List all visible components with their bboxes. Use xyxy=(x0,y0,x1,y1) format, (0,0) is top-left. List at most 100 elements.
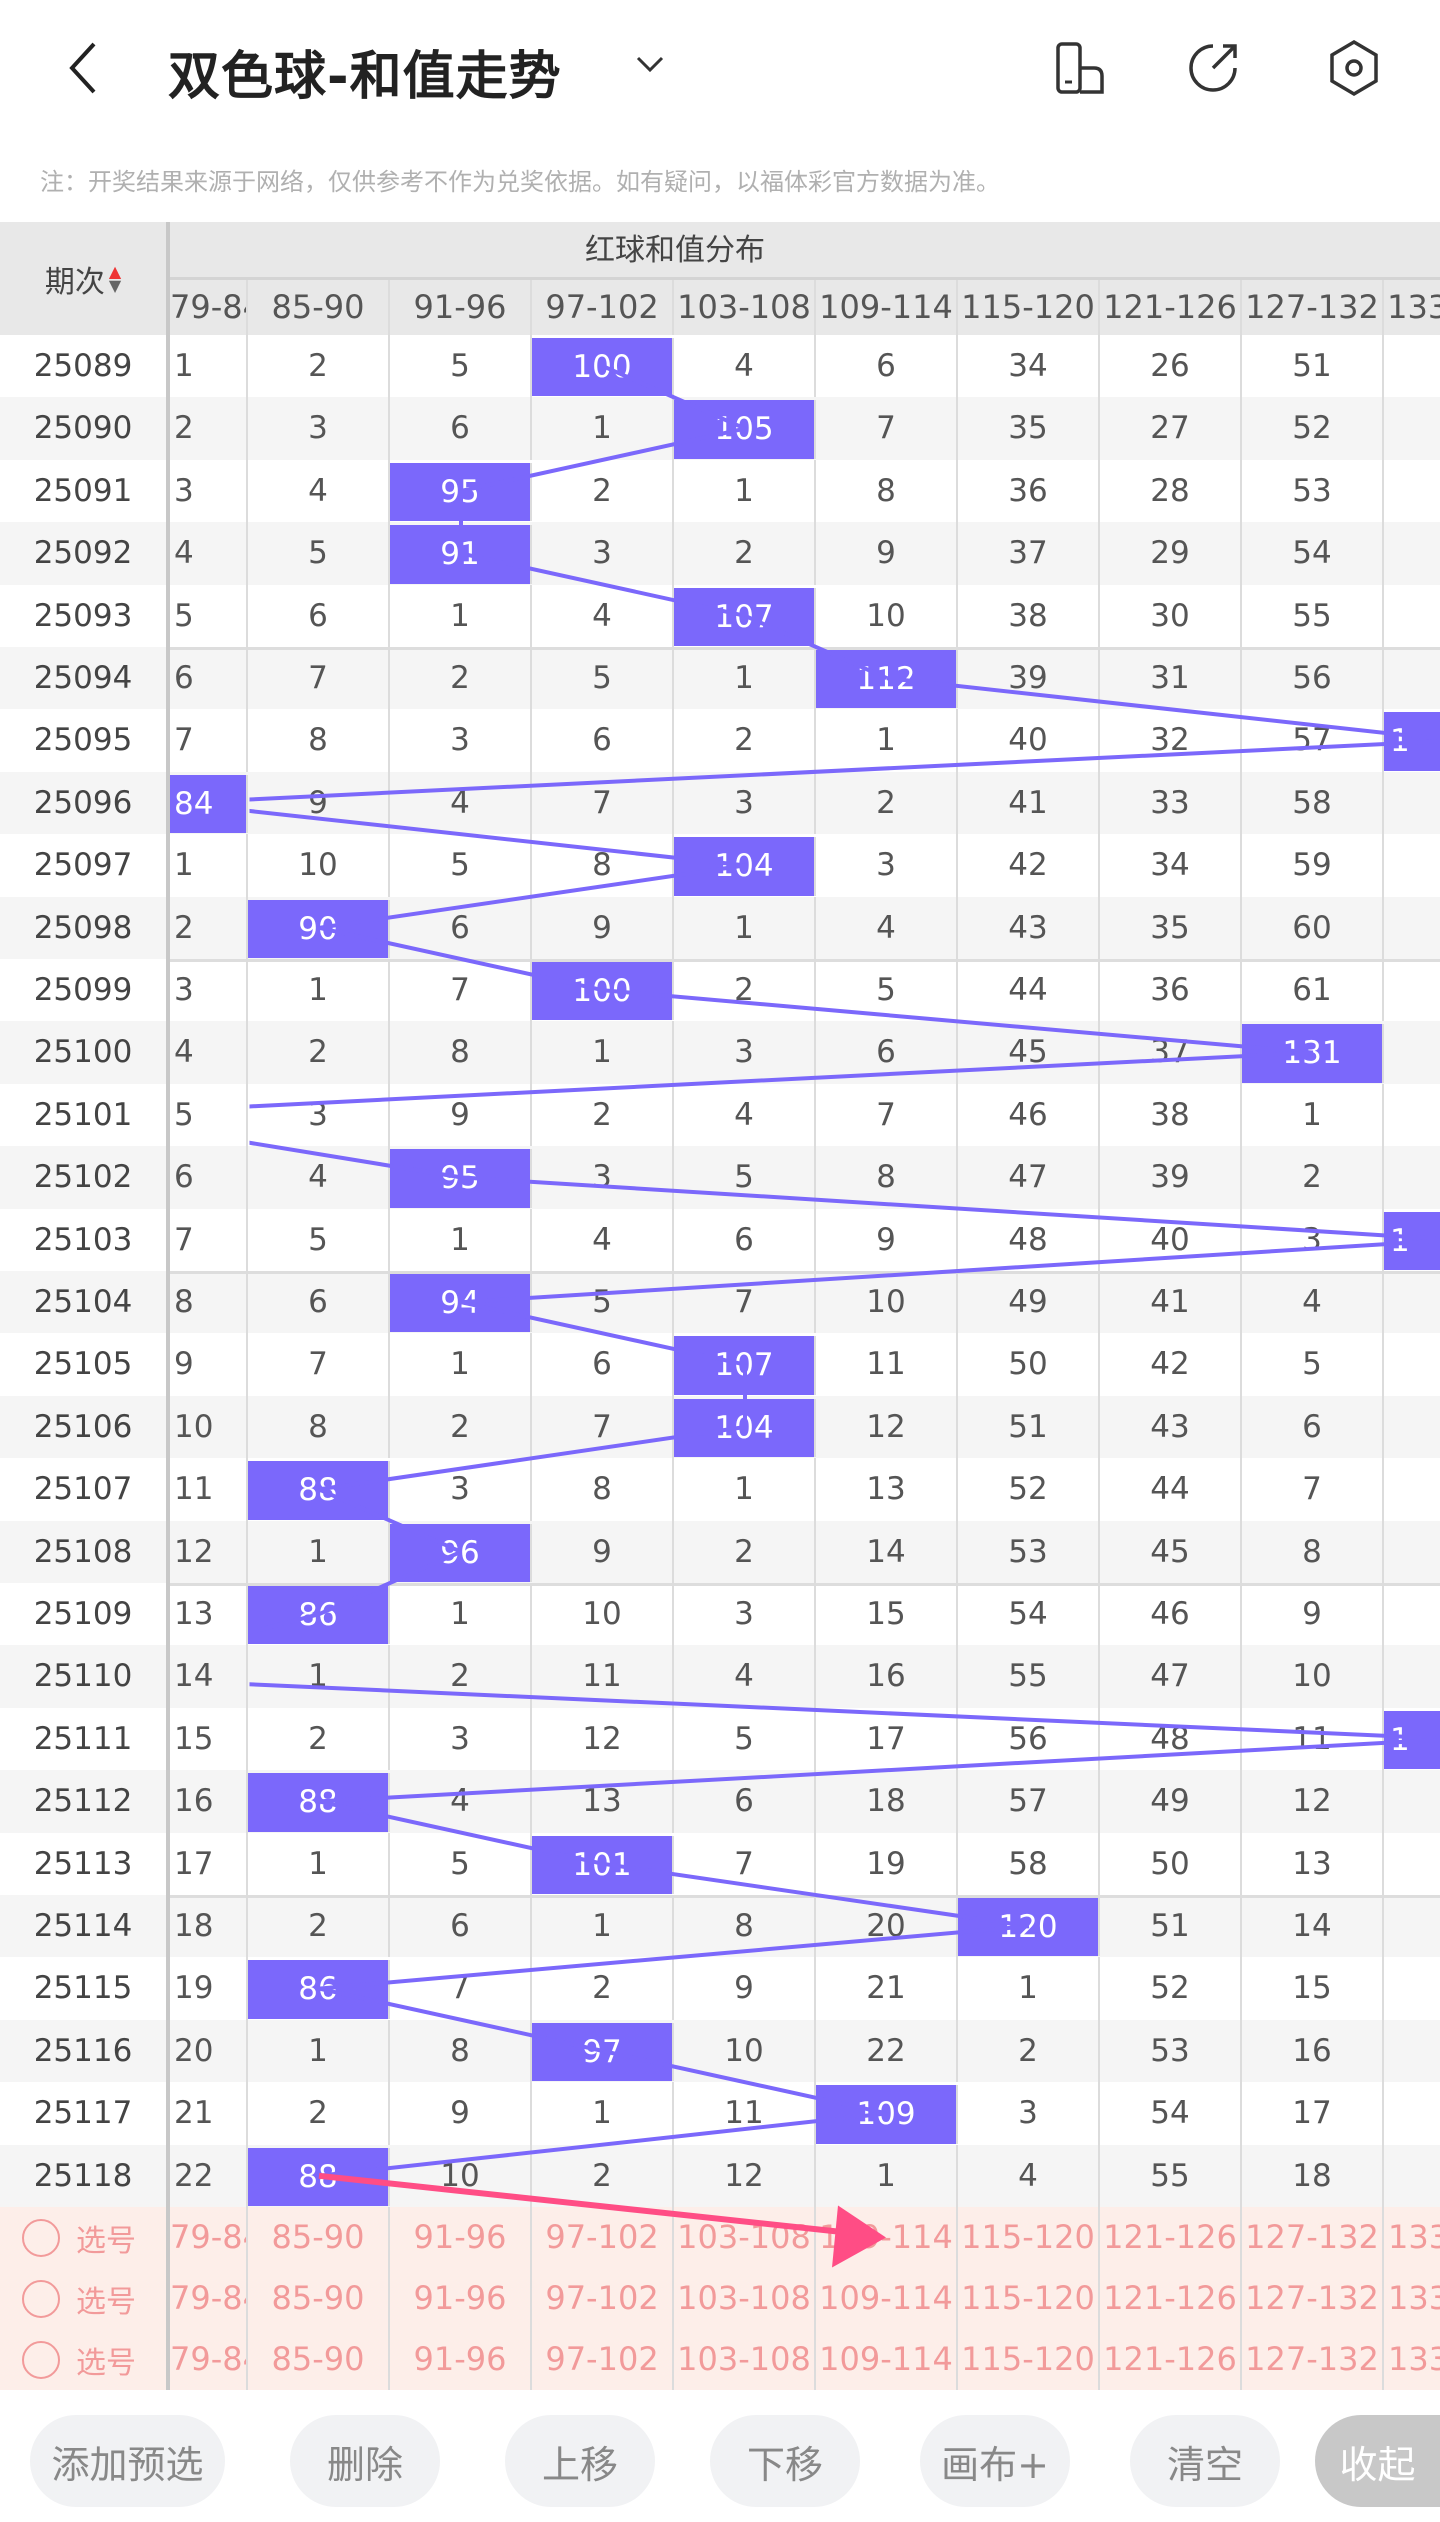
table-cell: 33 xyxy=(1100,771,1242,835)
table-cell: 22 xyxy=(170,2144,248,2207)
table-cell: 15 xyxy=(1242,1957,1384,2020)
table-cell: 49 xyxy=(958,1271,1100,1334)
select-range-115-120[interactable]: 115-120 xyxy=(958,2268,1100,2329)
select-range-103-108[interactable]: 103-108 xyxy=(674,2268,816,2329)
hit-cell: 94 xyxy=(390,1274,532,1333)
select-range-109-114[interactable]: 109-114 xyxy=(816,2268,958,2329)
select-range-97-102[interactable]: 97-102 xyxy=(532,2268,674,2329)
table-cell: 41 xyxy=(958,771,1100,835)
table-cell: 4 xyxy=(674,1083,816,1147)
table-cell: 48 xyxy=(958,1208,1100,1271)
select-number-toggle[interactable]: 选号 xyxy=(0,2268,170,2329)
period-cell: 25091 xyxy=(0,459,170,523)
radio-circle-icon[interactable] xyxy=(22,2340,60,2379)
hit-cell: 88 xyxy=(248,1461,390,1520)
period-cell: 25101 xyxy=(0,1083,170,1147)
table-cell xyxy=(1384,1084,1440,1146)
dropdown-chevron-icon[interactable] xyxy=(630,44,670,84)
select-range-133-138[interactable]: 133-138 xyxy=(1384,2268,1440,2329)
select-range-91-96[interactable]: 91-96 xyxy=(390,2268,532,2329)
table-cell: 2 xyxy=(390,1395,532,1459)
table-cell: 9 xyxy=(170,1333,248,1396)
hit-cell: 84 xyxy=(170,774,248,834)
select-range-115-120[interactable]: 115-120 xyxy=(958,2207,1100,2268)
select-range-79-84[interactable]: 79-84 xyxy=(170,2329,248,2390)
select-range-103-108[interactable]: 103-108 xyxy=(674,2207,816,2268)
select-range-97-102[interactable]: 97-102 xyxy=(532,2329,674,2390)
table-cell: 2 xyxy=(390,1645,532,1708)
table-cell xyxy=(1384,1770,1440,1832)
table-cell: 3 xyxy=(248,1083,390,1147)
select-range-121-126[interactable]: 121-126 xyxy=(1100,2268,1242,2329)
table-cell: 2 xyxy=(532,1957,674,2020)
column-header-103-108: 103-108 xyxy=(674,280,816,335)
table-cell: 40 xyxy=(1100,1208,1242,1271)
table-cell: 15 xyxy=(170,1707,248,1771)
period-cell: 25115 xyxy=(0,1957,170,2020)
select-row xyxy=(0,2268,1440,2329)
hit-cell: 97 xyxy=(532,2022,674,2082)
period-cell: 25114 xyxy=(0,1895,170,1958)
select-range-109-114[interactable]: 109-114 xyxy=(816,2329,958,2390)
select-range-121-126[interactable]: 121-126 xyxy=(1100,2207,1242,2268)
table-cell: 20 xyxy=(170,2019,248,2083)
table-cell: 5 xyxy=(1242,1333,1384,1396)
select-range-103-108[interactable]: 103-108 xyxy=(674,2329,816,2390)
table-cell: 6 xyxy=(816,335,958,398)
select-range-127-132[interactable]: 127-132 xyxy=(1242,2268,1384,2329)
back-chevron-icon[interactable] xyxy=(60,38,110,98)
table-cell: 7 xyxy=(1242,1458,1384,1521)
sort-icon[interactable]: ▲ ▼ xyxy=(108,261,122,295)
table-cell: 10 xyxy=(816,1271,958,1334)
select-range-109-114[interactable]: 109-114 xyxy=(816,2207,958,2268)
period-cell: 25095 xyxy=(0,709,170,772)
table-cell: 13 xyxy=(816,1458,958,1521)
select-range-115-120[interactable]: 115-120 xyxy=(958,2329,1100,2390)
radio-circle-icon[interactable] xyxy=(22,2279,60,2318)
settings-hexagon-icon[interactable] xyxy=(1324,38,1384,98)
canvas-plus-button[interactable]: 画布+ xyxy=(920,2415,1070,2507)
period-header[interactable]: 期次 ▲ ▼ xyxy=(0,222,170,335)
table-cell: 2 xyxy=(532,459,674,523)
period-cell: 25111 xyxy=(0,1707,170,1771)
delete-button[interactable]: 删除 xyxy=(290,2415,440,2507)
select-number-toggle[interactable]: 选号 xyxy=(0,2329,170,2390)
table-cell: 3 xyxy=(170,459,248,523)
share-icon[interactable] xyxy=(1183,38,1243,98)
select-range-133-138[interactable]: 133-138 xyxy=(1384,2329,1440,2390)
table-cell: 54 xyxy=(1100,2082,1242,2145)
select-range-85-90[interactable]: 85-90 xyxy=(248,2329,390,2390)
select-range-127-132[interactable]: 127-132 xyxy=(1242,2207,1384,2268)
period-cell: 25117 xyxy=(0,2082,170,2145)
select-number-toggle[interactable]: 选号 xyxy=(0,2207,170,2268)
hit-cell: 95 xyxy=(390,1149,532,1208)
table-cell: 9 xyxy=(532,896,674,959)
table-cell: 10 xyxy=(674,2019,816,2083)
table-cell: 1 xyxy=(674,647,816,710)
select-range-79-84[interactable]: 79-84 xyxy=(170,2268,248,2329)
select-range-91-96[interactable]: 91-96 xyxy=(390,2207,532,2268)
table-cell: 6 xyxy=(170,1146,248,1209)
collapse-button[interactable]: 收起 xyxy=(1315,2415,1440,2507)
table-cell: 7 xyxy=(816,1083,958,1147)
radio-circle-icon[interactable] xyxy=(22,2218,60,2257)
table-cell: 46 xyxy=(1100,1583,1242,1646)
select-range-127-132[interactable]: 127-132 xyxy=(1242,2329,1384,2390)
add-preselect-button[interactable]: 添加预选 xyxy=(30,2415,225,2507)
move-up-button[interactable]: 上移 xyxy=(505,2415,655,2507)
table-cell: 4 xyxy=(958,2144,1100,2207)
table-cell: 1 xyxy=(1242,1083,1384,1147)
select-range-91-96[interactable]: 91-96 xyxy=(390,2329,532,2390)
select-range-121-126[interactable]: 121-126 xyxy=(1100,2329,1242,2390)
table-cell: 52 xyxy=(1242,397,1384,460)
table-cell: 3 xyxy=(674,1021,816,1084)
select-range-97-102[interactable]: 97-102 xyxy=(532,2207,674,2268)
phone-layout-icon[interactable] xyxy=(1052,38,1112,98)
clear-button[interactable]: 清空 xyxy=(1130,2415,1280,2507)
select-range-79-84[interactable]: 79-84 xyxy=(170,2207,248,2268)
select-range-133-138[interactable]: 133-138 xyxy=(1384,2207,1440,2268)
column-header-85-90: 85-90 xyxy=(248,280,390,335)
select-range-85-90[interactable]: 85-90 xyxy=(248,2207,390,2268)
move-down-button[interactable]: 下移 xyxy=(710,2415,860,2507)
select-range-85-90[interactable]: 85-90 xyxy=(248,2268,390,2329)
